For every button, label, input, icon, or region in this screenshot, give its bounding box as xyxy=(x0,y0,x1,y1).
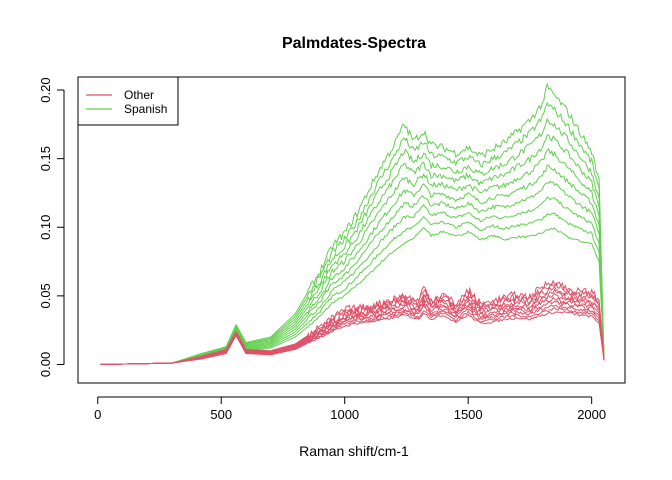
y-tick-label: 0.15 xyxy=(38,146,53,171)
series-line-spanish xyxy=(100,226,605,365)
plot-frame xyxy=(77,76,626,384)
series-line-spanish xyxy=(100,147,605,365)
series-line-other xyxy=(100,279,605,365)
x-tick-label: 1000 xyxy=(330,407,359,422)
y-tick-label: 0.05 xyxy=(38,283,53,308)
chart-title: Palmdates-Spectra xyxy=(282,35,426,52)
series-line-spanish xyxy=(100,180,605,365)
y-tick-label: 0.10 xyxy=(38,215,53,240)
series-line-spanish xyxy=(100,101,605,365)
series-line-spanish xyxy=(100,82,605,365)
y-axis: 0.00 0.05 0.10 0.15 0.20 xyxy=(38,77,65,377)
y-tick-label: 0.00 xyxy=(38,352,53,377)
x-tick-label: 1500 xyxy=(454,407,483,422)
legend-label-other: Other xyxy=(124,88,154,102)
y-tick-label: 0.20 xyxy=(38,77,53,102)
series-line-spanish xyxy=(100,196,605,365)
legend-label-spanish: Spanish xyxy=(124,102,167,116)
x-tick-label: 0 xyxy=(94,407,101,422)
x-axis-label: Raman shift/cm-1 xyxy=(299,443,409,459)
series-line-spanish xyxy=(100,164,605,365)
x-tick-label: 2000 xyxy=(577,407,606,422)
series-line-other xyxy=(100,288,605,365)
series-layer xyxy=(100,82,605,365)
series-line-spanish xyxy=(100,134,605,365)
series-line-other xyxy=(100,311,605,365)
legend-box xyxy=(77,76,179,126)
legend: Other Spanish xyxy=(77,76,179,126)
x-tick-label: 500 xyxy=(210,407,232,422)
series-line-spanish xyxy=(100,117,605,365)
x-axis: 0 500 1000 1500 2000 xyxy=(94,396,606,422)
